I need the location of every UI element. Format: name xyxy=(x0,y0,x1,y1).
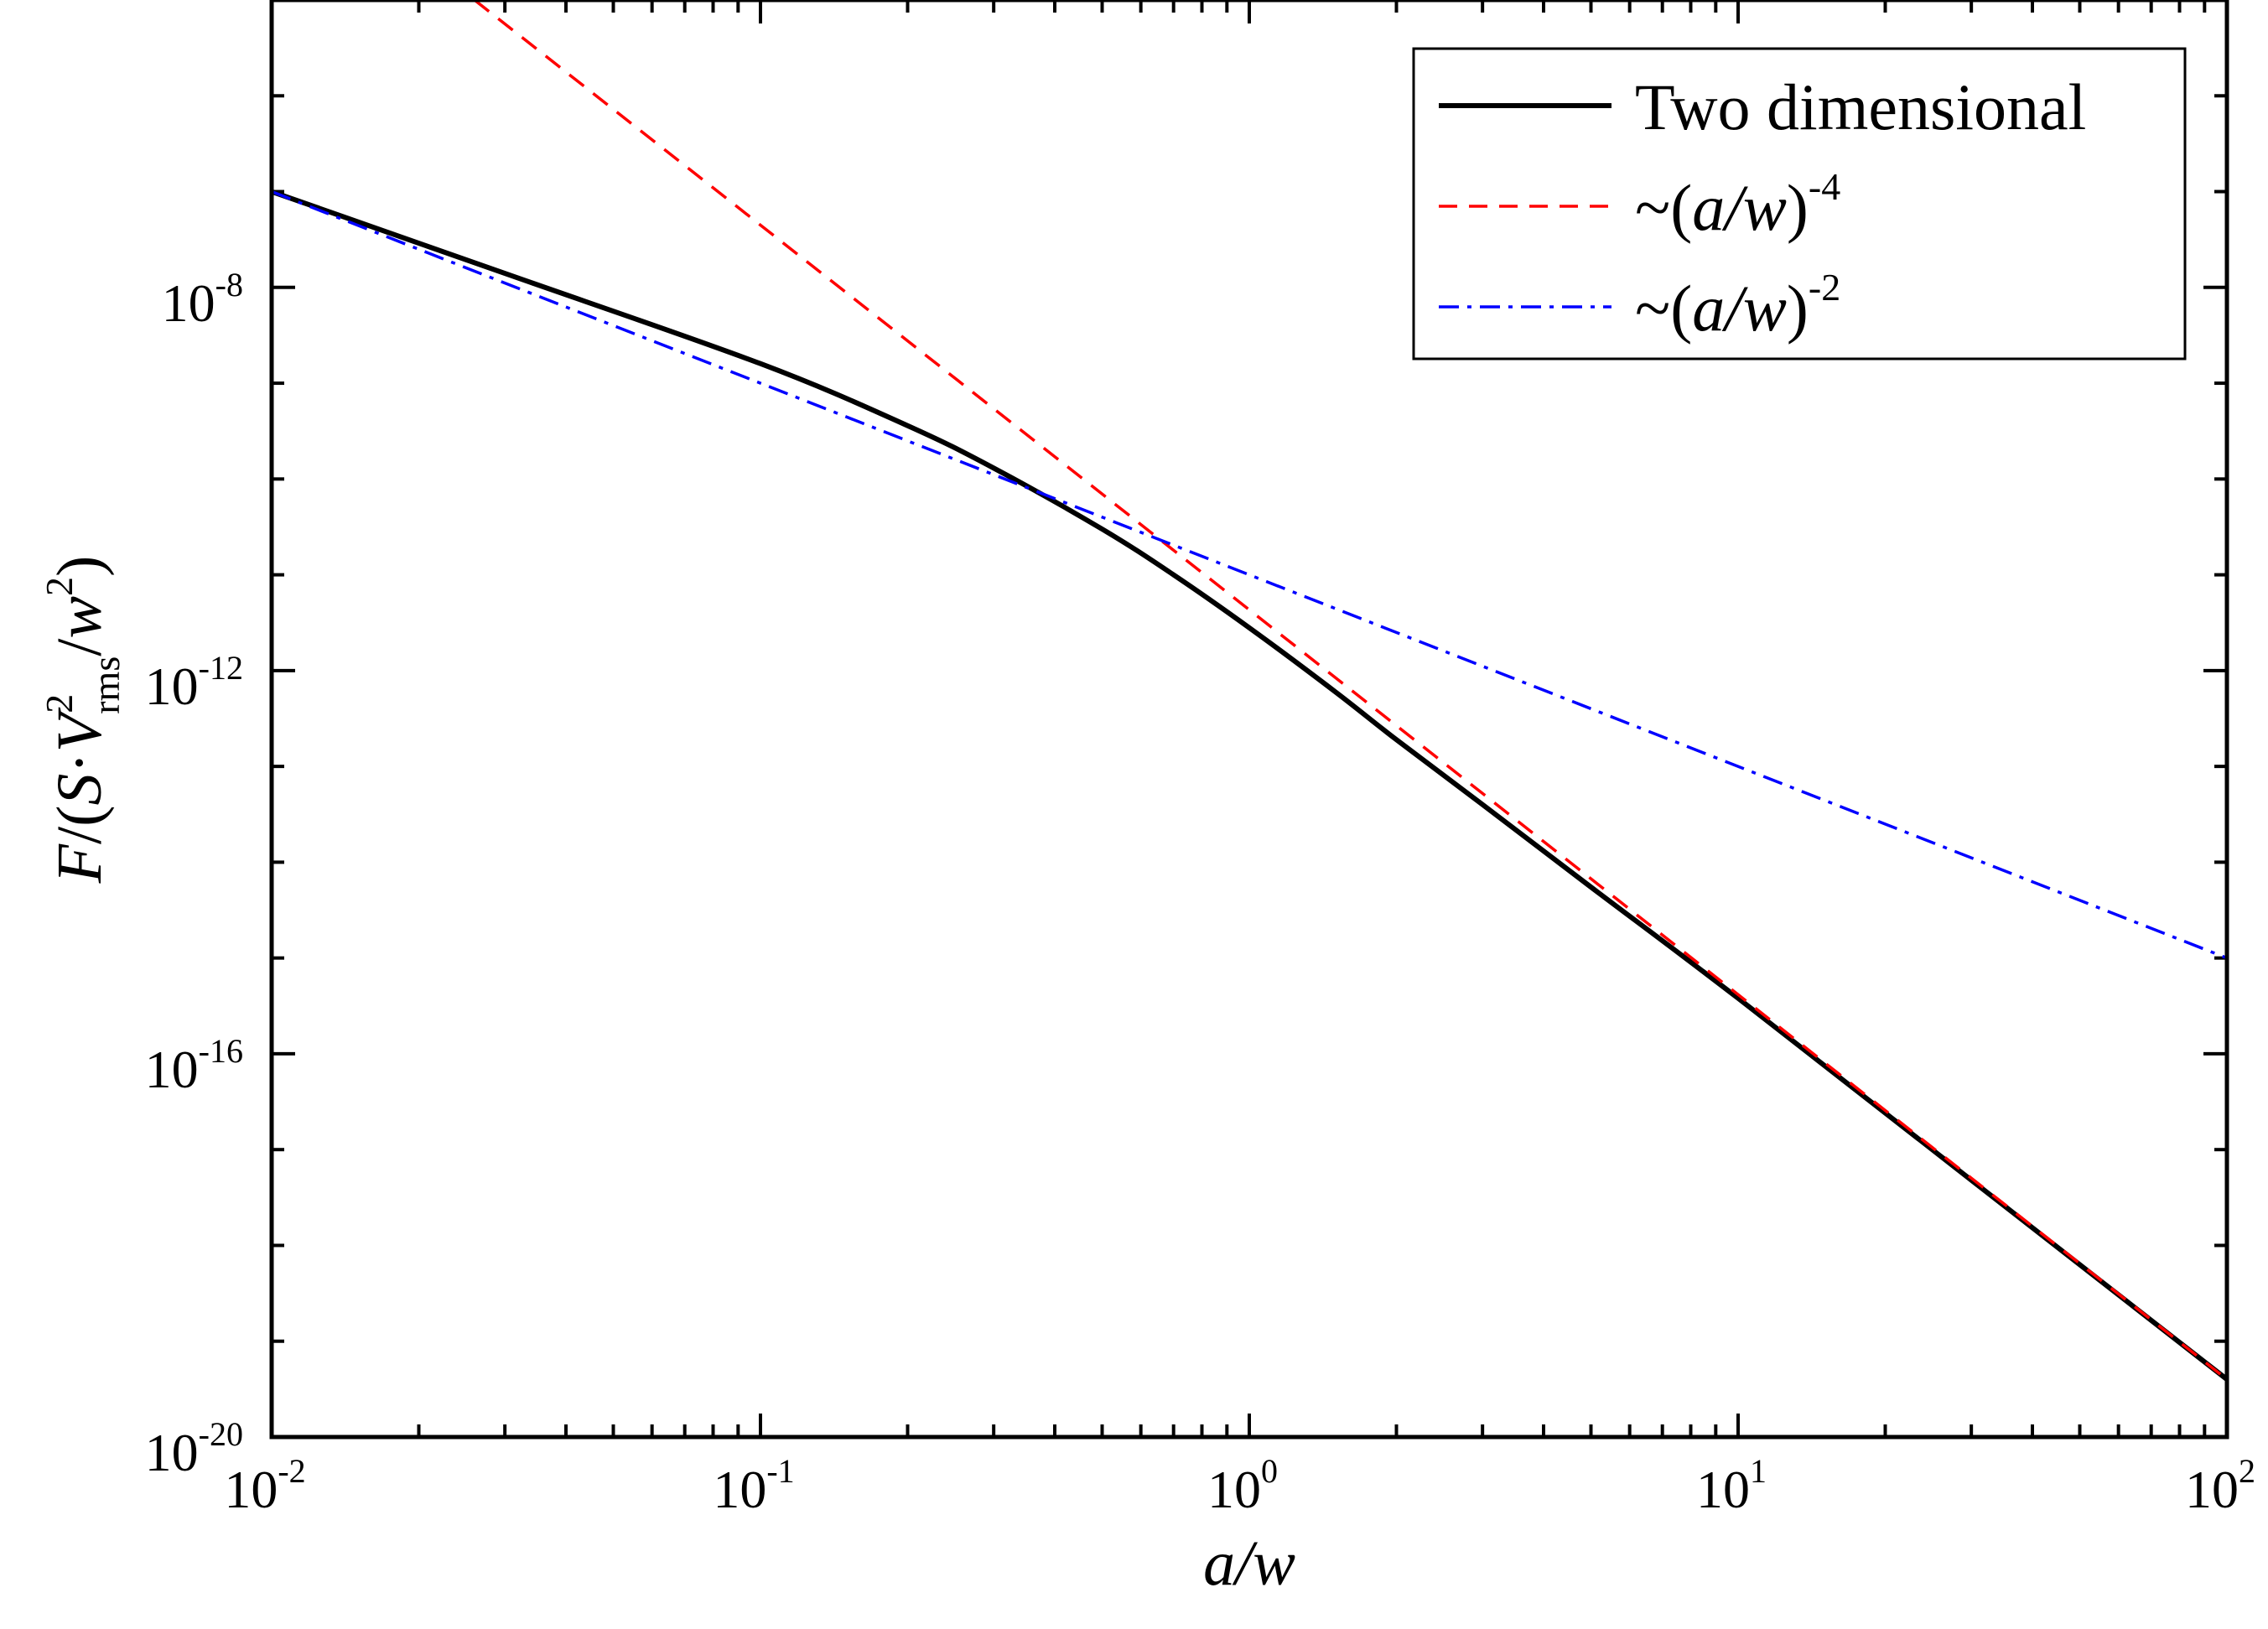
x-tick-label: 100 xyxy=(1207,1452,1278,1519)
legend-label-2: ~(a/w)-4 xyxy=(1635,165,1840,244)
x-tick-label: 10-1 xyxy=(713,1452,794,1519)
y-tick-label: 10-16 xyxy=(145,1032,243,1099)
x-axis-label: a/w xyxy=(1203,1528,1295,1599)
legend-label-3: ~(a/w)-2 xyxy=(1635,266,1840,345)
plot-frame xyxy=(269,0,2229,1440)
series-line-2 xyxy=(473,0,2227,1381)
y-tick-label: 10-20 xyxy=(145,1415,243,1482)
series-line-1 xyxy=(272,189,2227,1382)
series-layer xyxy=(272,0,2227,1382)
legend-label-1: Two dimensional xyxy=(1635,70,2086,143)
y-axis-label: F/(S·V2 rms/w2) xyxy=(38,556,127,885)
x-tick-label: 101 xyxy=(1696,1452,1767,1519)
legend-box xyxy=(1412,47,2187,361)
y-tick-label: 10-12 xyxy=(145,649,243,716)
legend: Two dimensional ~(a/w)-4 ~(a/w)-2 xyxy=(1412,47,2187,361)
x-tick-label: 102 xyxy=(2185,1452,2255,1519)
x-tick-label: 10-2 xyxy=(224,1452,305,1519)
y-tick-label: 10-8 xyxy=(162,266,243,333)
x-tick-labels: 10-2 10-1 100 101 102 xyxy=(224,1452,2255,1519)
y-tick-labels: 10-8 10-12 10-16 10-20 xyxy=(145,266,243,1482)
